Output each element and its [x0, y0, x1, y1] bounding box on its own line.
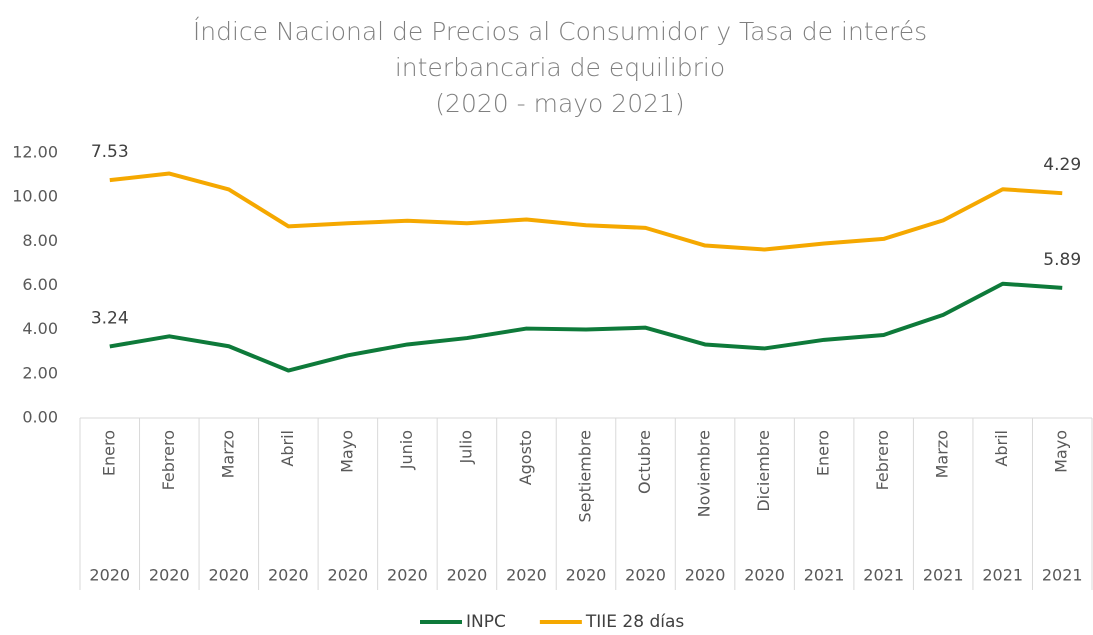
legend-label: INPC — [466, 612, 506, 632]
data-label: 5.89 — [1043, 250, 1081, 270]
x-group-label: 2021 — [982, 566, 1023, 585]
x-tick-label: Marzo — [933, 430, 952, 478]
x-group-label: 2020 — [268, 566, 309, 585]
y-tick-label: 2.00 — [22, 363, 58, 382]
y-tick-label: 4.00 — [22, 319, 58, 338]
x-group-label: 2020 — [208, 566, 249, 585]
x-tick-label: Febrero — [873, 430, 892, 490]
x-tick-label: Diciembre — [754, 430, 773, 512]
x-group-label: 2020 — [685, 566, 726, 585]
x-group-label: 2020 — [625, 566, 666, 585]
chart-title: Índice Nacional de Precios al Consumidor… — [193, 17, 927, 46]
chart-title: (2020 - mayo 2021) — [435, 89, 684, 118]
x-tick-label: Noviembre — [695, 430, 714, 517]
x-group-label: 2021 — [863, 566, 904, 585]
x-tick-label: Marzo — [218, 430, 237, 478]
series-line — [109, 281, 1063, 373]
y-tick-label: 6.00 — [22, 275, 58, 294]
x-group-label: 2021 — [923, 566, 964, 585]
data-label: 3.24 — [91, 308, 129, 328]
chart-title: interbancaria de equilibrio — [395, 53, 725, 82]
x-tick-label: Abril — [992, 430, 1011, 467]
x-tick-label: Julio — [456, 430, 475, 465]
x-tick-label: Febrero — [159, 430, 178, 490]
x-tick-label: Abril — [278, 430, 297, 467]
x-tick-label: Enero — [814, 430, 833, 476]
x-group-label: 2020 — [149, 566, 190, 585]
x-group-label: 2020 — [566, 566, 607, 585]
y-tick-label: 12.00 — [12, 143, 58, 162]
x-group-label: 2021 — [1042, 566, 1083, 585]
x-tick-label: Mayo — [337, 430, 356, 473]
series-line — [109, 171, 1063, 252]
x-group-label: 2020 — [328, 566, 369, 585]
x-group-label: 2020 — [506, 566, 547, 585]
legend-label: TIIE 28 días — [585, 612, 685, 632]
data-label: 4.29 — [1043, 155, 1081, 175]
x-tick-label: Octubre — [635, 430, 654, 494]
x-group-label: 2020 — [89, 566, 130, 585]
y-tick-label: 0.00 — [22, 408, 58, 427]
x-tick-label: Junio — [397, 430, 416, 470]
y-tick-label: 8.00 — [22, 231, 58, 250]
x-group-label: 2020 — [447, 566, 488, 585]
x-tick-label: Mayo — [1052, 430, 1071, 473]
data-label: 7.53 — [91, 142, 129, 162]
x-tick-label: Septiembre — [576, 430, 595, 523]
x-tick-label: Agosto — [516, 430, 535, 485]
x-group-label: 2020 — [744, 566, 785, 585]
x-group-label: 2021 — [804, 566, 845, 585]
x-group-label: 2020 — [387, 566, 428, 585]
x-tick-label: Enero — [99, 430, 118, 476]
y-tick-label: 10.00 — [12, 187, 58, 206]
